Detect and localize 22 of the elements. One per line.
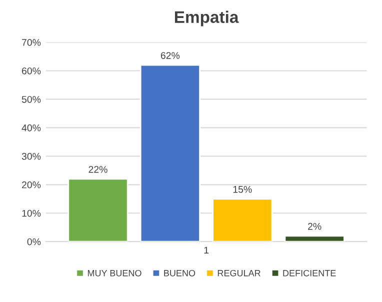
y-tick-label: 30% bbox=[22, 152, 41, 160]
data-label: 62% bbox=[160, 52, 180, 59]
chart-title: Empatia bbox=[174, 10, 239, 26]
y-tick-label: 70% bbox=[22, 39, 41, 46]
bar bbox=[68, 178, 128, 242]
legend-label: MUY BUENO bbox=[88, 270, 142, 276]
y-tick-label: 60% bbox=[22, 67, 41, 74]
bar bbox=[140, 64, 200, 242]
y-tick-label: 40% bbox=[22, 124, 41, 132]
bar bbox=[284, 235, 345, 242]
legend-label: BUENO bbox=[164, 270, 196, 276]
y-tick-label: 20% bbox=[22, 181, 41, 188]
data-label: 15% bbox=[233, 186, 252, 193]
bar bbox=[212, 198, 273, 242]
legend-label: REGULAR bbox=[218, 270, 260, 276]
y-tick-label: 50% bbox=[22, 96, 41, 103]
legend-label: DEFICIENTE bbox=[283, 270, 336, 276]
data-label: 22% bbox=[88, 166, 108, 173]
y-tick-label: 10% bbox=[22, 210, 41, 217]
x-tick-label: 1 bbox=[204, 246, 209, 254]
data-label: 2% bbox=[308, 222, 322, 230]
y-tick-label: 0% bbox=[27, 238, 41, 246]
